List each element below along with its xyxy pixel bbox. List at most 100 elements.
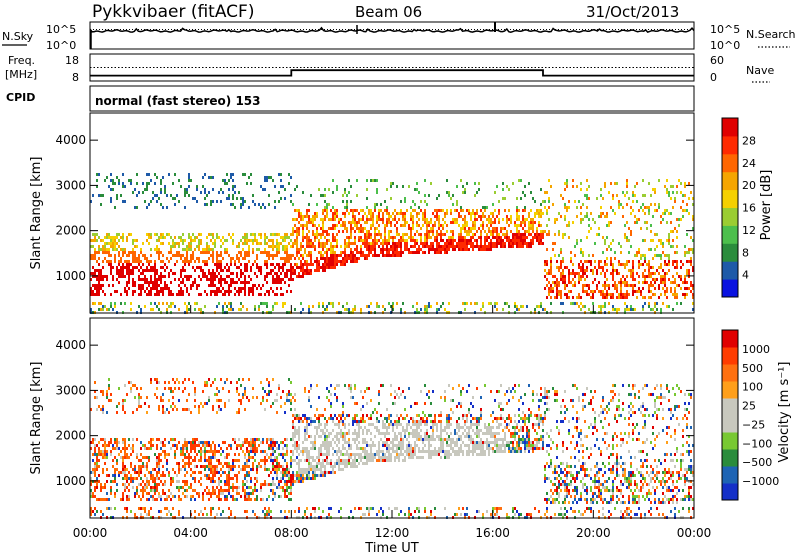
power-cell	[502, 233, 504, 236]
power-cell	[608, 293, 610, 296]
power-cell	[306, 266, 308, 269]
velocity-cell	[142, 507, 144, 510]
velocity-cell	[264, 450, 266, 453]
power-cell	[270, 239, 272, 242]
power-cell	[356, 251, 358, 254]
power-cell	[352, 251, 354, 254]
power-cell	[236, 257, 238, 260]
power-cell	[358, 257, 360, 260]
power-cell	[396, 230, 398, 233]
velocity-cell	[272, 483, 274, 486]
power-cell	[208, 257, 210, 260]
power-cell	[404, 200, 406, 203]
power-cell	[552, 248, 554, 251]
power-cell	[502, 182, 504, 185]
power-cell	[634, 254, 636, 257]
velocity-cell	[232, 438, 234, 441]
power-cell	[382, 239, 384, 242]
power-cell	[324, 218, 326, 221]
power-cell	[322, 245, 324, 248]
power-cell	[664, 254, 666, 257]
power-cell	[568, 272, 570, 275]
velocity-cell	[238, 465, 240, 468]
power-cell	[630, 275, 632, 278]
velocity-cell	[274, 492, 276, 495]
power-cell	[692, 215, 694, 218]
power-cell	[196, 284, 198, 287]
power-cell	[524, 230, 526, 233]
power-cell	[374, 203, 376, 206]
noise-left-tick-top: 10^5	[46, 23, 76, 36]
power-cell	[348, 179, 350, 182]
power-cell	[196, 188, 198, 191]
power-cell	[140, 248, 142, 251]
power-cell	[98, 284, 100, 287]
power-cell	[146, 266, 148, 269]
power-cell	[230, 278, 232, 281]
power-cell	[306, 233, 308, 236]
power-cell	[336, 242, 338, 245]
power-cell	[424, 194, 426, 197]
power-cell	[226, 305, 228, 308]
power-cell	[400, 239, 402, 242]
velocity-cell	[286, 489, 288, 492]
velocity-cell	[158, 438, 160, 441]
power-cell	[566, 182, 568, 185]
power-cell	[226, 173, 228, 176]
velocity-cell	[200, 477, 202, 480]
velocity-cell	[202, 465, 204, 468]
velocity-cell	[256, 450, 258, 453]
velocity-cell	[252, 510, 254, 513]
power-cell	[108, 236, 110, 239]
velocity-cell	[214, 471, 216, 474]
velocity-cell	[200, 456, 202, 459]
power-cell	[498, 209, 500, 212]
power-cell	[528, 227, 530, 230]
power-cell	[570, 272, 572, 275]
power-cell	[498, 212, 500, 215]
velocity-cell	[104, 438, 106, 441]
velocity-cell	[208, 462, 210, 465]
power-cell	[94, 254, 96, 257]
power-cell	[96, 284, 98, 287]
power-cell	[522, 236, 524, 239]
velocity-cell	[98, 405, 100, 408]
power-cell	[100, 248, 102, 251]
velocity-cell	[198, 444, 200, 447]
power-cell	[362, 251, 364, 254]
power-cell	[414, 251, 416, 254]
noise-right-tick-top: 10^5	[710, 23, 740, 36]
velocity-cell	[250, 438, 252, 441]
power-cell	[404, 239, 406, 242]
power-cell	[146, 278, 148, 281]
power-cell	[180, 269, 182, 272]
power-cell	[334, 236, 336, 239]
velocity-cell	[232, 462, 234, 465]
power-cell	[252, 242, 254, 245]
power-cell	[178, 290, 180, 293]
velocity-cell	[220, 474, 222, 477]
velocity-cell	[218, 471, 220, 474]
power-cell	[690, 263, 692, 266]
velocity-cell	[236, 489, 238, 492]
velocity-cell	[164, 387, 166, 390]
power-cell	[350, 227, 352, 230]
power-colorbar-swatch	[722, 171, 738, 191]
power-cell	[590, 212, 592, 215]
power-cell	[334, 218, 336, 221]
power-cell	[332, 191, 334, 194]
power-cell	[268, 257, 270, 260]
velocity-cell	[140, 396, 142, 399]
power-cell	[164, 263, 166, 266]
velocity-cell	[170, 405, 172, 408]
power-cell	[162, 176, 164, 179]
power-cell	[154, 302, 156, 305]
power-cell	[352, 254, 354, 257]
power-cell	[592, 218, 594, 221]
velocity-cell	[218, 459, 220, 462]
power-cell	[586, 236, 588, 239]
velocity-cell	[104, 450, 106, 453]
velocity-cell	[102, 405, 104, 408]
velocity-cell	[214, 450, 216, 453]
